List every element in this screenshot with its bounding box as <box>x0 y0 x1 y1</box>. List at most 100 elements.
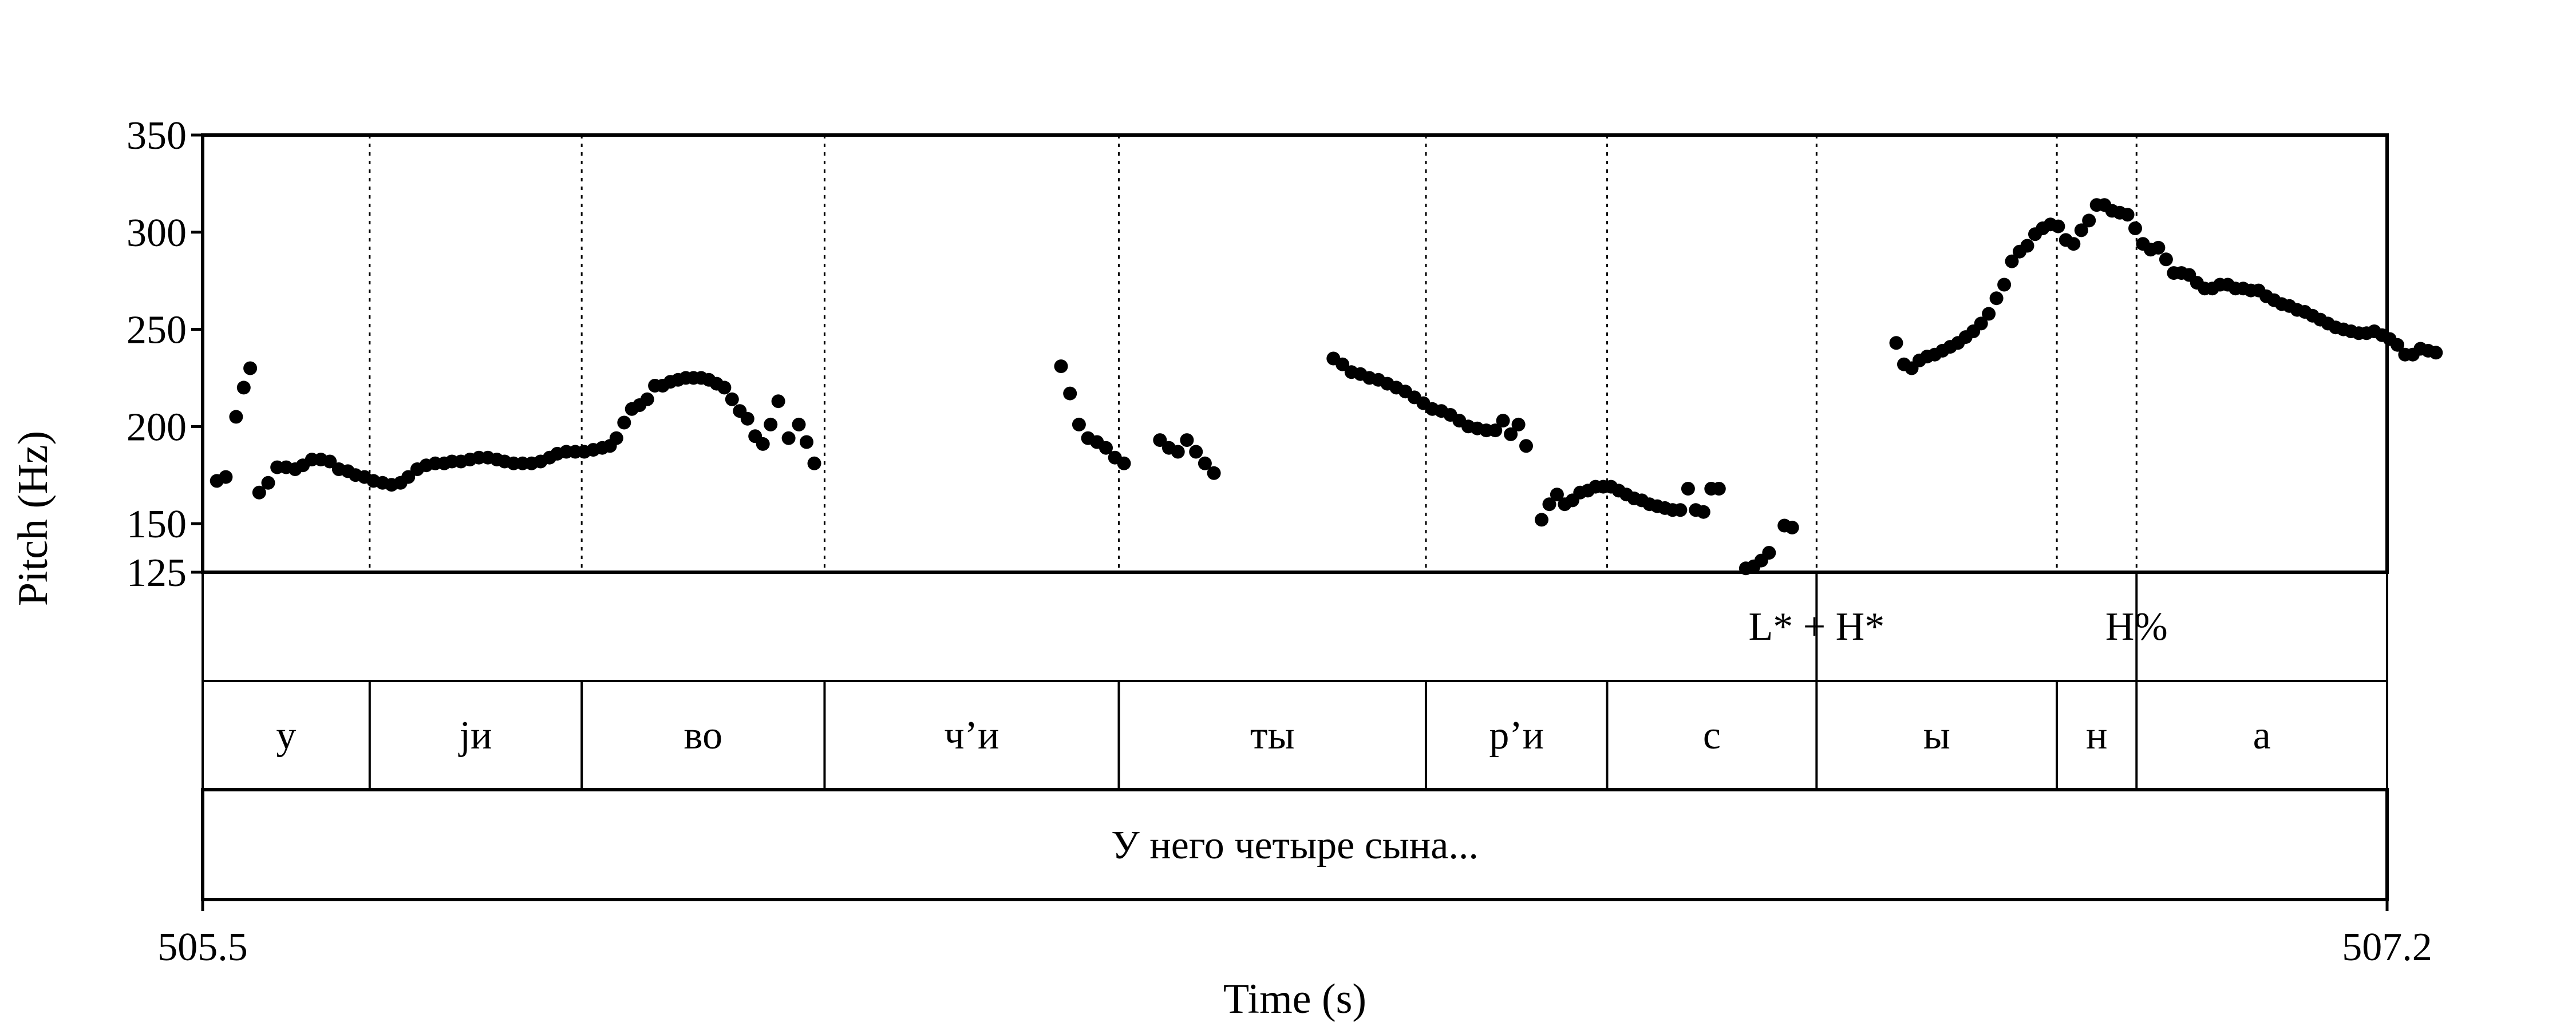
pitch-point <box>1519 439 1533 453</box>
pitch-point <box>807 456 821 470</box>
pitch-point <box>2391 338 2404 352</box>
pitch-point <box>1542 497 1556 512</box>
segment-label: во <box>684 714 723 758</box>
pitch-point <box>1180 433 1194 447</box>
pitch-point <box>717 381 732 395</box>
pitch-panel: 350 300 250 200 150 125 Pitch (Hz) <box>10 114 2443 606</box>
pitch-point <box>725 392 739 406</box>
segment-label: jи <box>458 714 492 758</box>
pitch-point <box>261 476 275 490</box>
pitch-point <box>1171 445 1185 459</box>
y-tick-label: 200 <box>127 405 187 449</box>
pitch-point <box>1198 456 1212 470</box>
pitch-point <box>1488 423 1503 438</box>
segment-label: у <box>276 714 296 758</box>
segment-label: а <box>2253 714 2271 758</box>
pitch-point <box>1712 482 1726 496</box>
utterance-label: У него четыре сына... <box>1111 823 1479 867</box>
tone-tier-frame <box>202 571 2388 682</box>
pitch-point <box>800 435 813 449</box>
pitch-points <box>210 198 2443 576</box>
pitch-point <box>1153 433 1167 447</box>
segment-label: с <box>1703 714 1721 758</box>
tone-label: H% <box>2105 605 2168 649</box>
pitch-point <box>756 437 770 451</box>
boundary-lines <box>369 135 2138 572</box>
segment-tier: у jи во ч’и ты р’и с ы н а <box>202 680 2388 791</box>
y-tick-label: 300 <box>127 211 187 255</box>
pitch-point <box>771 394 785 409</box>
pitch-point <box>740 411 754 426</box>
pitch-point <box>1189 445 1203 459</box>
pitch-point <box>2067 237 2081 251</box>
pitch-point <box>1207 466 1221 480</box>
segment-label: ты <box>1250 714 1295 758</box>
segment-label: ы <box>1923 714 1950 758</box>
pitch-point <box>243 361 258 375</box>
y-tick-label: 250 <box>127 308 187 352</box>
pitch-point <box>1063 386 1077 401</box>
utterance-tier: У него четыре сына... <box>201 788 2389 901</box>
pitch-point <box>2120 208 2135 222</box>
pitch-point <box>1974 316 1988 331</box>
tone-tier: L* + H* H% <box>202 571 2388 682</box>
pitch-point <box>1762 546 1776 560</box>
segment-label: н <box>2086 714 2107 758</box>
pitch-point <box>252 485 266 500</box>
pitch-point <box>229 410 243 424</box>
pitch-point <box>792 417 806 431</box>
utterance-tier-frame <box>201 788 2389 901</box>
pitch-point <box>236 381 251 395</box>
pitch-point <box>1997 278 2012 292</box>
pitch-point <box>1336 357 1350 371</box>
pitch-point <box>1696 505 1710 519</box>
segment-label: р’и <box>1489 714 1544 758</box>
x-tick-label-start: 505.5 <box>157 925 248 969</box>
pitch-point <box>219 470 233 484</box>
pitch-point <box>2128 221 2142 235</box>
pitch-point <box>1673 503 1688 517</box>
pitch-point <box>1989 291 2004 306</box>
pitch-point <box>1535 513 1548 527</box>
pitch-point <box>323 454 337 469</box>
x-axis: 505.5 507.2 Time (s) <box>157 900 2432 1023</box>
pitch-point <box>2074 223 2088 237</box>
y-tick-label: 125 <box>127 551 187 595</box>
pitch-point <box>2051 219 2065 233</box>
pitch-point <box>1785 520 1799 534</box>
pitch-plot-frame <box>201 133 2389 574</box>
pitch-point <box>2082 213 2096 228</box>
pitch-point <box>2151 240 2166 255</box>
tone-label: L* + H* <box>1748 605 1884 649</box>
y-tick-label: 350 <box>127 114 187 158</box>
segment-labels: у jи во ч’и ты р’и с ы н а <box>276 681 2271 790</box>
pitch-point <box>2429 346 2443 360</box>
pitch-point <box>1117 456 1131 470</box>
y-tick-label: 150 <box>127 502 187 546</box>
pitch-point <box>640 392 654 406</box>
x-axis-title: Time (s) <box>1223 976 1366 1023</box>
pitch-point <box>1504 427 1518 441</box>
pitch-point <box>1889 336 1903 350</box>
pitch-point <box>401 470 416 484</box>
pitch-point <box>1982 307 1996 321</box>
pitch-point <box>2005 254 2019 268</box>
pitch-point <box>1072 417 1086 431</box>
segment-tier-frame <box>202 680 2388 791</box>
pitch-point <box>1496 414 1510 428</box>
pitch-point <box>2020 239 2034 253</box>
segment-label: ч’и <box>944 714 999 758</box>
y-axis-ticks: 350 300 250 200 150 125 <box>127 114 203 595</box>
pitch-point <box>1550 488 1564 502</box>
pitch-point <box>617 415 631 430</box>
pitch-point <box>1099 441 1113 455</box>
tone-marks: L* + H* H% <box>1748 572 2168 681</box>
pitch-point <box>1681 482 1695 496</box>
pitch-point <box>1511 417 1526 431</box>
pitch-point <box>764 417 778 431</box>
pitch-point <box>1054 359 1068 374</box>
x-tick-label-end: 507.2 <box>2342 925 2432 969</box>
pitch-point <box>609 431 623 445</box>
y-axis-title: Pitch (Hz) <box>10 431 57 606</box>
